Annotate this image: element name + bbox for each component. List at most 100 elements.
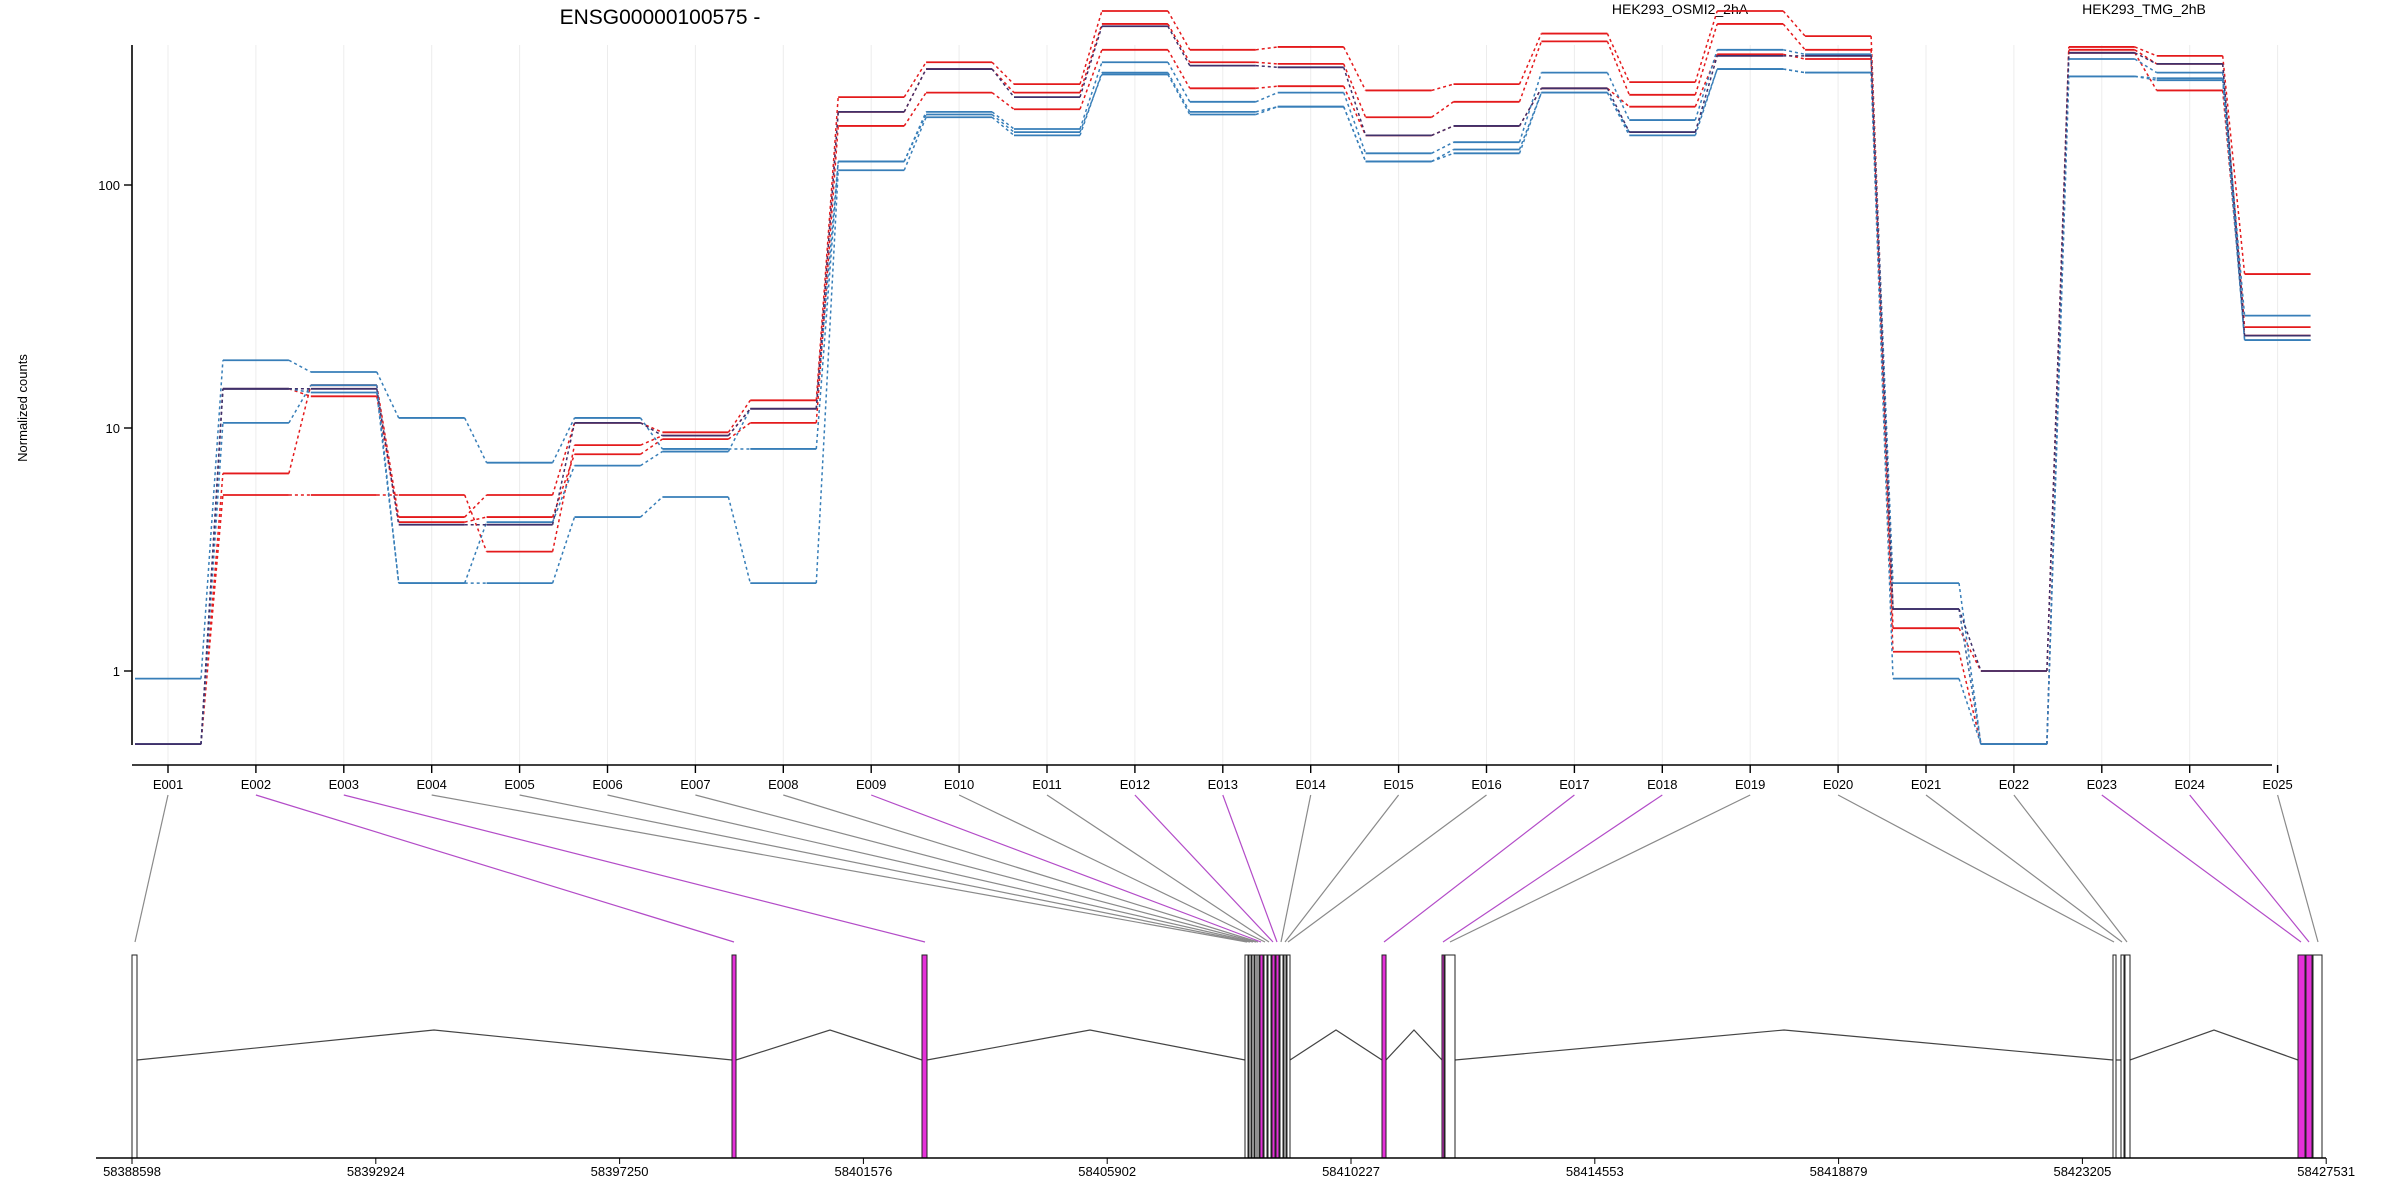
connector-segment: [2134, 75, 2157, 79]
y-ticks: 1 10 100: [98, 178, 132, 679]
exon-box: [921, 954, 928, 1159]
exon-box: [1286, 954, 1291, 1159]
connector-segment: [1079, 26, 1103, 98]
connector-segment: [727, 422, 751, 440]
coord-label: 58397250: [591, 1164, 649, 1179]
connector-segment: [815, 97, 839, 401]
x-tick-label: E025: [2262, 777, 2292, 792]
connector-segment: [1255, 61, 1278, 65]
connector-segment: [551, 422, 576, 525]
x-tick-label: E015: [1383, 777, 1413, 792]
connector-segment: [1694, 23, 1718, 96]
connector-segment: [727, 408, 751, 452]
exon-connector: [1287, 794, 1487, 943]
connector-segment: [991, 61, 1015, 85]
x-tick-label: E021: [1911, 777, 1941, 792]
connector-segment: [1343, 106, 1367, 162]
connector-segment: [2134, 52, 2158, 91]
connector-segment: [1783, 53, 1806, 60]
connector-segment: [464, 494, 488, 518]
exon-box: [131, 954, 138, 1159]
connector-segment: [991, 111, 1015, 130]
exon-box: [1251, 954, 1255, 1159]
connector-segment: [903, 114, 927, 162]
x-tick-label: E023: [2087, 777, 2117, 792]
exon-connector: [431, 794, 1248, 943]
connector-segment: [991, 68, 1015, 94]
connector-segment: [1518, 41, 1543, 103]
connector-segment: [1958, 651, 1982, 745]
exon-box: [1275, 954, 1280, 1159]
x-tick-label: E018: [1647, 777, 1677, 792]
exon-connector: [343, 794, 926, 943]
grid: [167, 45, 2279, 765]
connector-segment: [464, 417, 488, 463]
exon-connector: [870, 794, 1262, 943]
connector-segment: [2221, 78, 2246, 341]
connector-segment: [1079, 23, 1103, 93]
connector-segment: [1782, 10, 1806, 37]
series-group: [135, 10, 2311, 746]
exon-box: [1248, 954, 1252, 1159]
exon-connector: [2277, 794, 2319, 943]
exon-connector: [2189, 794, 2310, 943]
exon-box: [1271, 954, 1276, 1159]
connector-segment: [1606, 33, 1630, 83]
connector-segment: [727, 399, 751, 433]
connector-segment: [288, 388, 311, 394]
exon-box: [1263, 954, 1268, 1159]
connector-segment: [640, 438, 663, 455]
x-tick-label: E004: [417, 777, 447, 792]
connector-segment: [551, 445, 576, 552]
exon-box: [1441, 954, 1445, 1159]
connector-segment: [1431, 148, 1454, 163]
exon-box: [2305, 954, 2313, 1159]
connector-segment: [1783, 49, 1806, 56]
exon-connector: [1383, 794, 1575, 943]
connector-segment: [640, 422, 663, 433]
exon-box: [1244, 954, 1249, 1159]
x-tick-label: E008: [768, 777, 798, 792]
connector-segment: [1518, 33, 1543, 85]
x-tick-label: E019: [1735, 777, 1765, 792]
exon-connector: [1280, 794, 1312, 943]
connector-segment: [1606, 87, 1630, 108]
x-tick-label: E012: [1120, 777, 1150, 792]
exon-connector: [255, 794, 735, 943]
x-tick-label: E020: [1823, 777, 1853, 792]
chart-title: ENSG00000100575 -: [560, 6, 761, 29]
connector-segment: [551, 417, 576, 463]
x-tick-label: E022: [1999, 777, 2029, 792]
connector-segment: [1958, 608, 1982, 745]
connector-segment: [991, 68, 1015, 98]
connector-segment: [640, 422, 663, 437]
connector-segment: [1167, 74, 1191, 115]
connector-segment: [1694, 10, 1718, 83]
connector-segment: [200, 388, 224, 745]
connector-segment: [1079, 49, 1103, 110]
connector-segment: [1167, 49, 1191, 89]
connector-segment: [464, 494, 488, 552]
exon-box: [1259, 954, 1264, 1159]
coord-label: 58410227: [1322, 1164, 1380, 1179]
connector-segment: [1606, 92, 1630, 133]
connector-segment: [376, 388, 400, 525]
exon-connector: [1442, 794, 1663, 943]
connector-segment: [1431, 141, 1454, 154]
connector-segment: [903, 92, 927, 127]
y-tick-label: 1: [113, 664, 120, 679]
connector-segment: [640, 450, 663, 467]
y-axis-label: Normalized counts: [15, 354, 30, 462]
exon-connector: [958, 794, 1266, 943]
legend-entry-osmi: HEK293_OSMI2_2hA: [1612, 1, 1749, 17]
coord-label: 58414553: [1566, 1164, 1624, 1179]
coord-label: 58388598: [103, 1164, 161, 1179]
connector-segment: [1167, 23, 1191, 63]
connector-segment: [376, 385, 400, 518]
connector-segment: [1343, 85, 1367, 136]
connector-segment: [1606, 72, 1630, 121]
legend-entry-tmg: HEK293_TMG_2hB: [2082, 1, 2206, 17]
y-tick-label: 100: [98, 178, 120, 193]
connector-segment: [1167, 61, 1191, 103]
exon-connectors: [134, 794, 2319, 943]
